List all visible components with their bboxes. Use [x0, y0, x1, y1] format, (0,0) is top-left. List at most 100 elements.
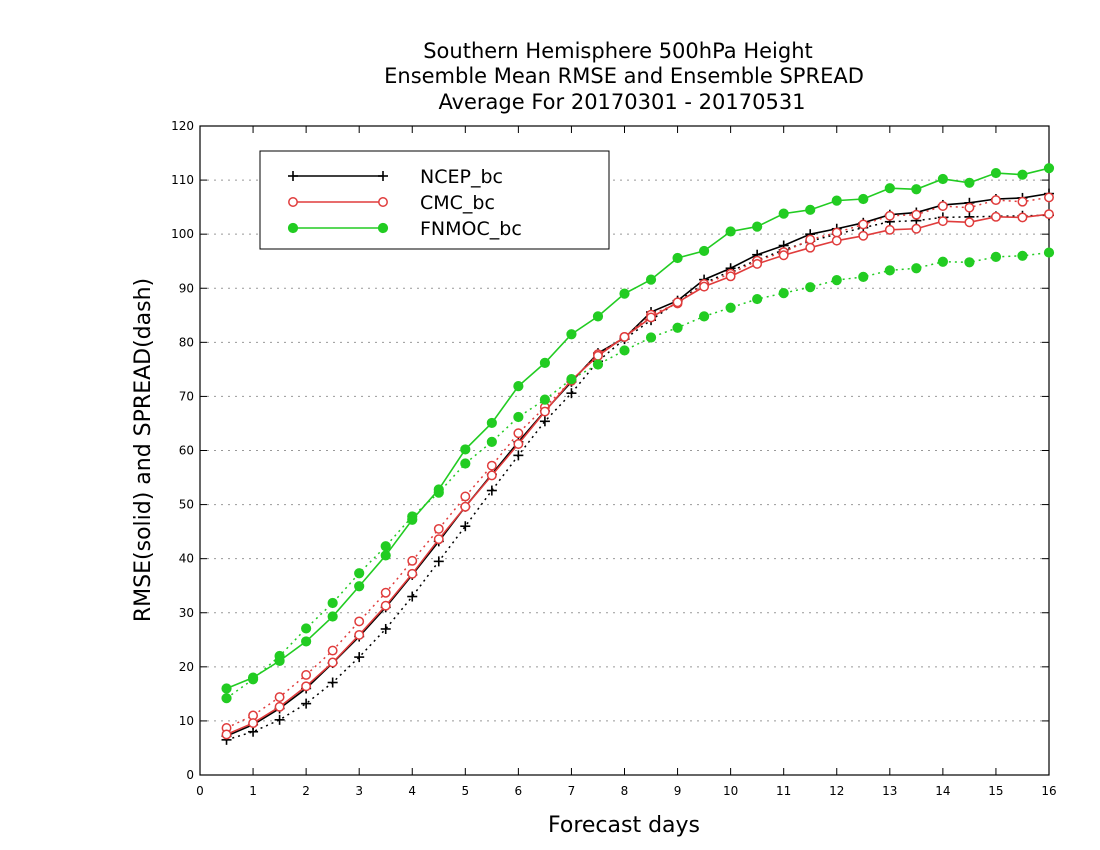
y-tick-label: 30: [179, 606, 194, 620]
cmc-bc-spread-point: [964, 202, 975, 213]
gridlines: [200, 179, 1049, 722]
cmc-bc-rmse-markers: [221, 209, 1054, 740]
y-tick-label: 80: [179, 335, 194, 349]
y-tick-label: 90: [179, 281, 194, 295]
cmc-bc-rmse-point: [486, 470, 497, 481]
cmc-bc-spread-point: [937, 201, 948, 211]
fnmoc-bc-spread-point: [645, 332, 657, 343]
fnmoc-bc-rmse-point: [274, 655, 285, 666]
fnmoc-bc-rmse-point: [327, 611, 338, 622]
chart-title-line-1: Southern Hemisphere 500hPa Height: [423, 39, 813, 63]
legend-marker: [377, 222, 389, 234]
fnmoc-bc-spread-point: [725, 302, 736, 313]
fnmoc-bc-spread-point: [778, 288, 789, 299]
cmc-bc-spread-point: [831, 227, 842, 238]
cmc-bc-rmse-point: [513, 439, 524, 449]
fnmoc-bc-rmse-point: [460, 444, 471, 455]
cmc-bc-spread-point: [301, 669, 312, 680]
cmc-bc-spread-line: [226, 196, 1050, 729]
fnmoc-bc-spread-point: [486, 436, 497, 447]
legend-label: FNMOC_bc: [420, 218, 522, 240]
x-tick-label: 10: [723, 784, 738, 798]
y-tick-label: 0: [186, 768, 194, 782]
fnmoc-bc-spread-point: [805, 282, 816, 293]
y-tick-label: 100: [171, 227, 194, 241]
x-tick-label: 1: [249, 784, 257, 798]
fnmoc-bc-spread-point: [937, 256, 948, 267]
ncep-bc-spread-point: [460, 521, 471, 532]
fnmoc-bc-rmse-point: [433, 484, 444, 495]
fnmoc-bc-spread-line: [226, 251, 1050, 699]
x-tick-label: 12: [829, 784, 844, 798]
fnmoc-bc-rmse-point: [831, 195, 842, 206]
cmc-bc-rmse-point: [274, 701, 285, 712]
legend-item-fnmoc-bc: FNMOC_bc: [287, 218, 522, 240]
fnmoc-bc-rmse-point: [937, 173, 948, 185]
fnmoc-bc-spread-point: [911, 263, 922, 274]
fnmoc-bc-rmse-point: [513, 381, 524, 392]
y-axis-label: RMSE(solid) and SPREAD(dash): [131, 278, 156, 622]
cmc-bc-rmse-point: [433, 534, 444, 545]
ncep-bc-spread-point: [486, 485, 497, 496]
cmc-bc-rmse-point: [699, 281, 710, 292]
cmc-bc-rmse-point: [964, 217, 975, 228]
fnmoc-bc-spread-point: [831, 275, 842, 286]
y-tick-label: 20: [179, 660, 194, 674]
ncep-bc-spread-line: [226, 214, 1050, 741]
legend-marker: [378, 171, 388, 181]
ncep-bc-spread-point: [433, 556, 444, 567]
cmc-bc-rmse-point: [646, 312, 656, 323]
cmc-bc-spread-point: [990, 195, 1001, 206]
fnmoc-bc-spread-point: [301, 623, 312, 634]
cmc-bc-spread-point: [380, 587, 391, 598]
fnmoc-bc-rmse-point: [884, 183, 895, 194]
fnmoc-bc-spread-point: [964, 257, 975, 268]
x-tick-label: 6: [515, 784, 523, 798]
cmc-bc-spread-point: [327, 645, 338, 656]
fnmoc-bc-spread-point: [858, 271, 869, 282]
fnmoc-bc-rmse-point: [221, 683, 232, 694]
fnmoc-bc-rmse-point: [539, 357, 551, 368]
cmc-bc-rmse-point: [831, 235, 842, 246]
cmc-bc-rmse-point: [1044, 209, 1054, 220]
cmc-bc-rmse-point: [805, 242, 816, 253]
cmc-bc-rmse-point: [778, 250, 789, 261]
fnmoc-bc-spread-point: [354, 568, 365, 579]
ncep-bc-rmse-markers: [221, 188, 1054, 742]
legend-item-cmc-bc: CMC_bc: [288, 192, 495, 214]
x-tick-label: 8: [621, 784, 629, 798]
fnmoc-bc-spread-point: [460, 458, 471, 469]
x-tick-label: 4: [408, 784, 416, 798]
legend-box: [259, 150, 610, 250]
fnmoc-bc-spread-point: [698, 311, 710, 322]
cmc-bc-spread-point: [858, 219, 869, 230]
ncep-bc-spread-point: [539, 416, 550, 427]
cmc-bc-rmse-point: [460, 501, 471, 512]
ncep-bc-rmse-line: [226, 192, 1050, 737]
x-tick-label: 9: [674, 784, 682, 798]
fnmoc-bc-rmse-point: [805, 204, 816, 215]
cmc-bc-rmse-point: [354, 629, 365, 640]
cmc-bc-rmse-point: [221, 729, 232, 740]
ncep-bc-spread-markers: [221, 210, 1054, 745]
fnmoc-bc-rmse-point: [1043, 163, 1055, 174]
y-tick-label: 120: [171, 119, 194, 133]
legend-label: CMC_bc: [420, 192, 495, 214]
fnmoc-bc-rmse-point: [911, 184, 922, 195]
fnmoc-bc-spread-markers: [221, 247, 1055, 704]
y-tick-label: 50: [179, 498, 194, 512]
ncep-bc-spread-point: [301, 698, 312, 709]
legend-marker: [288, 171, 298, 181]
cmc-bc-rmse-point: [593, 350, 603, 361]
legend-item-ncep-bc: NCEP_bc: [288, 166, 503, 188]
fnmoc-bc-rmse-point: [407, 514, 418, 525]
fnmoc-bc-rmse-point: [486, 417, 497, 429]
fnmoc-bc-rmse-point: [619, 288, 630, 299]
fnmoc-bc-spread-point: [672, 322, 683, 333]
fnmoc-bc-spread-point: [884, 265, 895, 276]
fnmoc-bc-rmse-point: [354, 581, 365, 592]
legend-marker: [378, 197, 388, 207]
cmc-bc-rmse-line: [226, 213, 1050, 736]
cmc-bc-spread-point: [805, 234, 816, 245]
